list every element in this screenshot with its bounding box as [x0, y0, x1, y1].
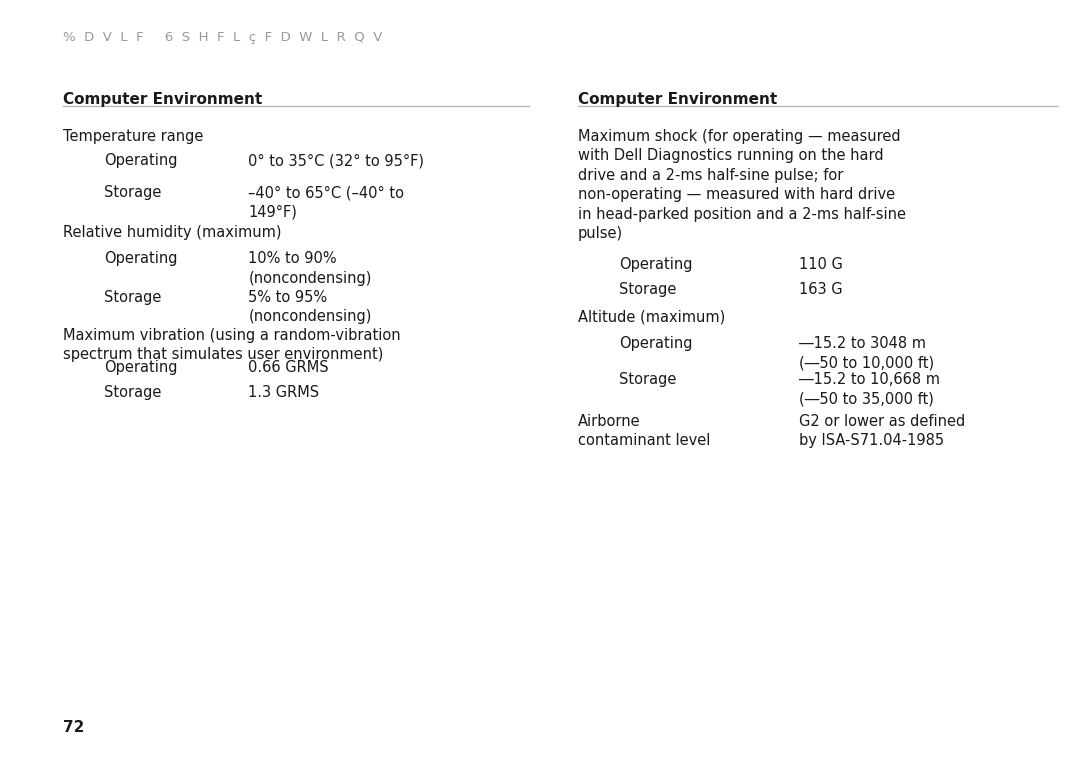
Text: Temperature range: Temperature range	[63, 129, 203, 144]
Text: Maximum shock (for operating — measured
with Dell Diagnostics running on the har: Maximum shock (for operating — measured …	[578, 129, 906, 241]
Text: 72: 72	[63, 720, 84, 735]
Text: Maximum vibration (using a random-vibration
spectrum that simulates user environ: Maximum vibration (using a random-vibrat…	[63, 328, 401, 362]
Text: Operating: Operating	[104, 153, 177, 169]
Text: 110 G: 110 G	[799, 257, 843, 272]
Text: Altitude (maximum): Altitude (maximum)	[578, 309, 725, 325]
Text: 5% to 95%
(noncondensing): 5% to 95% (noncondensing)	[248, 290, 372, 324]
Text: G2 or lower as defined
by ISA-S71.04-1985: G2 or lower as defined by ISA-S71.04-198…	[799, 414, 966, 448]
Text: Operating: Operating	[104, 360, 177, 375]
Text: Storage: Storage	[104, 185, 161, 201]
Text: Airborne
contaminant level: Airborne contaminant level	[578, 414, 711, 448]
Text: 10% to 90%
(noncondensing): 10% to 90% (noncondensing)	[248, 251, 372, 286]
Text: ―15.2 to 10,668 m
(―50 to 35,000 ft): ―15.2 to 10,668 m (―50 to 35,000 ft)	[799, 372, 941, 406]
Text: 0.66 GRMS: 0.66 GRMS	[248, 360, 329, 375]
Text: Computer Environment: Computer Environment	[578, 92, 777, 107]
Text: 0° to 35°C (32° to 95°F): 0° to 35°C (32° to 95°F)	[248, 153, 424, 169]
Text: Computer Environment: Computer Environment	[63, 92, 261, 107]
Text: 1.3 GRMS: 1.3 GRMS	[248, 385, 320, 401]
Text: 163 G: 163 G	[799, 282, 842, 297]
Text: Storage: Storage	[619, 372, 676, 387]
Text: Storage: Storage	[619, 282, 676, 297]
Text: Operating: Operating	[619, 257, 692, 272]
Text: ―15.2 to 3048 m
(―50 to 10,000 ft): ―15.2 to 3048 m (―50 to 10,000 ft)	[799, 336, 934, 370]
Text: –40° to 65°C (–40° to
149°F): –40° to 65°C (–40° to 149°F)	[248, 185, 404, 220]
Text: Operating: Operating	[104, 251, 177, 267]
Text: Storage: Storage	[104, 290, 161, 305]
Text: Operating: Operating	[619, 336, 692, 351]
Text: Storage: Storage	[104, 385, 161, 401]
Text: Relative humidity (maximum): Relative humidity (maximum)	[63, 225, 281, 241]
Text: %  D  V  L  F     6  S  H  F  L  ç  F  D  W  L  R  Q  V: % D V L F 6 S H F L ç F D W L R Q V	[63, 31, 382, 44]
